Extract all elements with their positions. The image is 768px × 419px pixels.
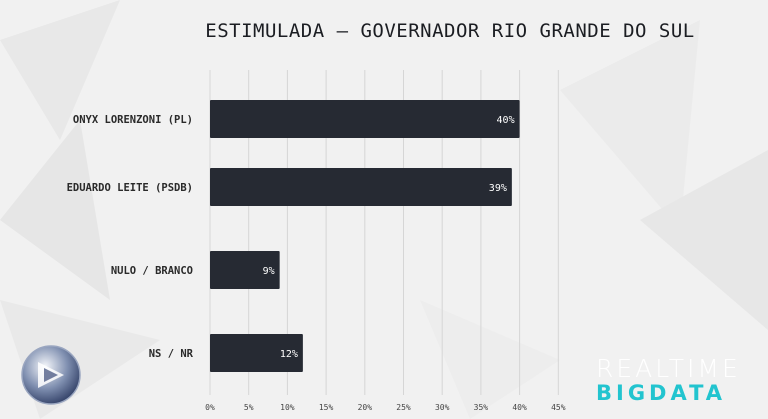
category-label: NS / NR (149, 348, 194, 360)
x-tick-label: 0% (205, 403, 215, 412)
x-tick-label: 45% (551, 403, 566, 412)
bar (210, 168, 512, 206)
data-label: 39% (489, 183, 507, 194)
x-tick-label: 40% (512, 403, 527, 412)
record-logo-icon (20, 344, 82, 410)
x-tick-label: 35% (474, 403, 489, 412)
brand-line-2: BIGDATA (596, 381, 727, 405)
x-tick-label: 25% (396, 403, 411, 412)
data-label: 12% (280, 349, 298, 360)
bar (210, 251, 280, 289)
data-label: 9% (263, 266, 275, 277)
x-tick-label: 30% (435, 403, 450, 412)
x-tick-label: 15% (319, 403, 334, 412)
chart-title: ESTIMULADA – GOVERNADOR RIO GRANDE DO SU… (205, 20, 695, 42)
data-label: 40% (497, 115, 515, 126)
x-tick-label: 20% (358, 403, 373, 412)
realtime-bigdata-logo: REALTIME BIGDATA (596, 354, 741, 405)
x-tick-label: 5% (244, 403, 254, 412)
category-label: EDUARDO LEITE (PSDB) (67, 182, 193, 194)
bar (210, 334, 303, 372)
bar (210, 100, 520, 138)
brand-line-1: REALTIME (596, 354, 741, 383)
x-tick-label: 10% (280, 403, 295, 412)
category-label: NULO / BRANCO (111, 265, 193, 277)
category-label: ONYX LORENZONI (PL) (73, 114, 193, 126)
